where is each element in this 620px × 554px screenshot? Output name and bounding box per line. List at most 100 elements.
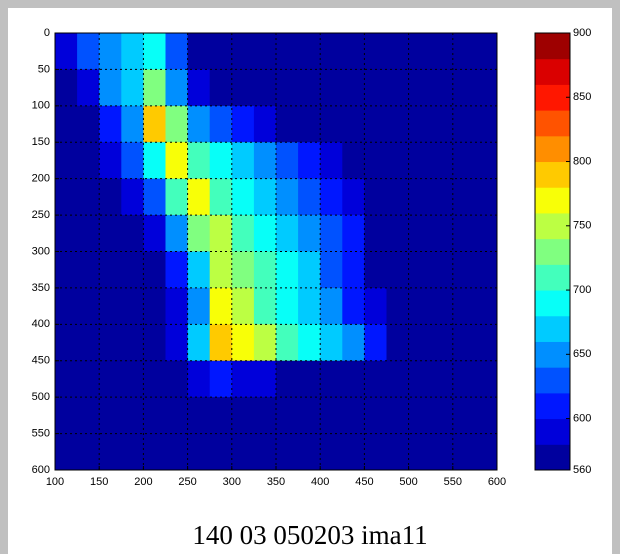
heat-cell (231, 215, 255, 252)
heat-cell (452, 360, 476, 398)
heat-cell (276, 324, 299, 362)
heat-cell (364, 324, 387, 362)
heat-cell (121, 215, 144, 252)
heat-cell (430, 105, 454, 143)
heat-cell (77, 324, 100, 362)
heat-cell (276, 360, 299, 398)
heat-cell (364, 215, 387, 252)
heat-cell (364, 433, 387, 471)
heat-cell (342, 433, 365, 471)
heat-cell (298, 215, 321, 252)
y-tick-label: 400 (32, 318, 50, 330)
colorbar-band (535, 290, 570, 317)
heat-cell (77, 287, 100, 325)
heat-cell (77, 251, 100, 289)
heat-cell (121, 178, 144, 216)
heat-cell (364, 142, 387, 180)
heat-cell (452, 287, 476, 325)
heat-cell (386, 215, 410, 252)
heat-cell (165, 360, 189, 398)
x-tick-label: 100 (46, 476, 64, 488)
heat-cell (165, 69, 189, 107)
heat-cell (298, 433, 321, 471)
x-tick-label: 350 (267, 476, 285, 488)
heat-cell (342, 215, 365, 252)
heat-cell (430, 360, 454, 398)
heat-cell (474, 69, 498, 107)
heat-cell (452, 142, 476, 180)
heat-cell (298, 142, 321, 180)
heat-cell (55, 324, 78, 362)
heat-cell (320, 178, 343, 216)
heat-cell (298, 324, 321, 362)
heat-cell (99, 324, 122, 362)
colorbar-band (535, 212, 570, 240)
heat-cell (121, 69, 144, 107)
chart-title: 140 03 050203 ima11 (192, 520, 427, 550)
heat-cell (165, 433, 189, 471)
heat-cell (143, 178, 166, 216)
heat-cell (386, 397, 410, 435)
heat-cell (143, 215, 166, 252)
heat-cell (187, 433, 211, 471)
heat-cell (187, 142, 211, 180)
heat-cell (187, 33, 211, 70)
heat-cell (55, 397, 78, 435)
y-tick-label: 100 (32, 100, 50, 112)
heat-cell (452, 105, 476, 143)
heat-cell (276, 287, 299, 325)
heat-cell (55, 287, 78, 325)
heat-cell (231, 178, 255, 216)
heat-cell (474, 287, 498, 325)
heat-cell (342, 324, 365, 362)
heat-cell (99, 105, 122, 143)
heat-cell (209, 251, 233, 289)
heat-cell (55, 360, 78, 398)
heat-cell (408, 360, 432, 398)
x-tick-label: 300 (223, 476, 241, 488)
heat-cell (209, 287, 233, 325)
heat-cell (99, 433, 122, 471)
x-tick-label: 600 (488, 476, 506, 488)
heat-cell (364, 287, 387, 325)
colorbar-band (535, 135, 570, 163)
heat-cell (165, 215, 189, 252)
heat-cell (408, 33, 432, 70)
heat-cell (298, 287, 321, 325)
heat-cell (386, 33, 410, 70)
colorbar-band (535, 264, 570, 291)
heat-cell (430, 251, 454, 289)
heat-cell (209, 324, 233, 362)
x-tick-label: 500 (399, 476, 417, 488)
heat-cell (474, 215, 498, 252)
y-tick-label: 500 (32, 391, 50, 403)
heat-cell (452, 324, 476, 362)
heat-cell (165, 251, 189, 289)
colorbar-tick-label: 560 (573, 464, 591, 476)
heat-cell (408, 287, 432, 325)
heat-cell (55, 33, 78, 70)
heat-cell (77, 105, 100, 143)
heat-cell (187, 251, 211, 289)
heat-cell (165, 105, 189, 143)
heat-cell (320, 215, 343, 252)
heat-cell (474, 178, 498, 216)
heat-cell (253, 251, 277, 289)
heat-cell (121, 433, 144, 471)
heat-cell (474, 324, 498, 362)
heat-cell (364, 69, 387, 107)
x-tick-label: 200 (134, 476, 152, 488)
heat-cell (276, 397, 299, 435)
heat-cell (187, 215, 211, 252)
heat-cell (320, 287, 343, 325)
heat-cell (298, 360, 321, 398)
heat-cell (474, 433, 498, 471)
heat-cell (452, 215, 476, 252)
heat-cell (253, 69, 277, 107)
colorbar-tick-label: 750 (573, 220, 591, 232)
colorbar-tick-label: 650 (573, 348, 591, 360)
heat-cell (77, 69, 100, 107)
heat-cell (99, 397, 122, 435)
heat-cell (209, 360, 233, 398)
heat-cell (320, 397, 343, 435)
